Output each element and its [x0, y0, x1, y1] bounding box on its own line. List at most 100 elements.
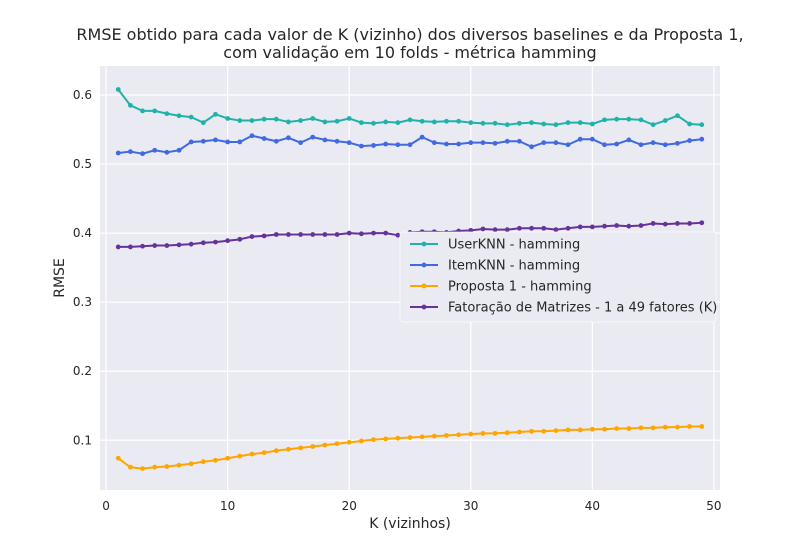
data-point	[152, 108, 158, 114]
data-point	[334, 118, 340, 124]
data-point	[383, 119, 389, 125]
data-point	[529, 225, 534, 231]
data-point	[662, 142, 668, 148]
data-point	[529, 120, 534, 126]
series-1	[115, 87, 705, 128]
data-point	[115, 244, 121, 250]
data-point	[687, 221, 693, 226]
data-point	[176, 242, 182, 248]
data-point	[675, 140, 680, 146]
data-point	[602, 117, 607, 123]
data-point	[589, 224, 595, 230]
data-point	[577, 136, 583, 142]
data-point	[249, 451, 255, 457]
data-point	[553, 122, 559, 128]
data-point	[225, 139, 231, 145]
data-point	[504, 430, 510, 436]
data-point	[358, 438, 364, 444]
data-point	[504, 138, 510, 144]
data-point	[213, 239, 218, 245]
data-point	[273, 232, 279, 237]
data-point	[164, 111, 170, 117]
data-point	[310, 232, 316, 237]
data-point	[602, 142, 607, 148]
data-point	[322, 232, 328, 237]
data-point	[675, 113, 680, 119]
legend-label: Proposta 1 - hamming	[448, 280, 592, 295]
data-point	[589, 426, 595, 432]
data-point	[614, 141, 620, 147]
data-point	[541, 428, 547, 434]
data-point	[322, 137, 328, 143]
data-point	[650, 140, 656, 146]
data-point	[358, 120, 364, 126]
data-point	[492, 120, 498, 126]
data-point	[431, 433, 437, 439]
data-point	[286, 446, 291, 452]
data-point	[395, 142, 401, 148]
data-point	[310, 444, 316, 449]
data-point	[541, 225, 547, 231]
data-point	[675, 424, 680, 430]
data-point	[286, 232, 291, 237]
data-point	[200, 120, 206, 126]
data-point	[650, 122, 656, 128]
chart-title-line-1: RMSE obtido para cada valor de K (vizinh…	[76, 25, 743, 44]
data-point	[662, 118, 668, 123]
data-point	[140, 108, 145, 114]
data-point	[334, 441, 340, 447]
data-point	[346, 230, 352, 236]
data-point	[529, 428, 534, 434]
data-point	[504, 122, 510, 128]
data-point	[480, 120, 486, 126]
data-point	[188, 114, 194, 120]
data-point	[322, 119, 328, 125]
x-axis-label: K (vizinhos)	[369, 516, 451, 532]
data-point	[188, 241, 194, 247]
y-tick-label: 0.5	[73, 157, 92, 171]
data-point	[395, 120, 401, 126]
data-point	[176, 113, 182, 119]
data-point	[565, 225, 571, 231]
data-point	[237, 453, 243, 459]
data-point	[431, 119, 437, 125]
data-point	[480, 226, 486, 232]
data-point	[346, 140, 352, 146]
data-point	[164, 464, 170, 469]
data-point	[322, 442, 328, 448]
data-point	[334, 232, 340, 237]
data-point	[614, 116, 620, 122]
x-tick-label: 10	[220, 499, 235, 513]
data-point	[127, 464, 133, 470]
data-point	[687, 138, 693, 143]
data-point	[699, 424, 705, 429]
legend-label: UserKNN - hamming	[448, 238, 580, 253]
data-point	[626, 223, 632, 229]
x-tick-label: 0	[102, 499, 110, 513]
data-point	[249, 118, 255, 123]
data-point	[565, 427, 571, 433]
data-point	[334, 138, 340, 144]
data-point	[456, 432, 462, 438]
data-point	[675, 221, 680, 226]
data-point	[419, 434, 425, 440]
data-point	[115, 150, 121, 156]
data-point	[468, 120, 474, 126]
data-point	[407, 117, 413, 123]
data-point	[553, 227, 559, 233]
legend-marker	[421, 283, 427, 289]
data-point	[444, 433, 449, 438]
data-point	[188, 461, 194, 467]
data-point	[626, 426, 632, 431]
data-point	[261, 136, 267, 141]
data-point	[444, 118, 449, 124]
data-point	[298, 232, 303, 237]
data-point	[273, 116, 279, 122]
data-point	[225, 116, 231, 121]
y-tick-label: 0.3	[73, 295, 92, 309]
data-point	[699, 136, 705, 142]
data-point	[589, 121, 595, 127]
legend-label: ItemKNN - hamming	[448, 259, 580, 274]
data-point	[200, 138, 206, 144]
data-point	[614, 426, 620, 431]
